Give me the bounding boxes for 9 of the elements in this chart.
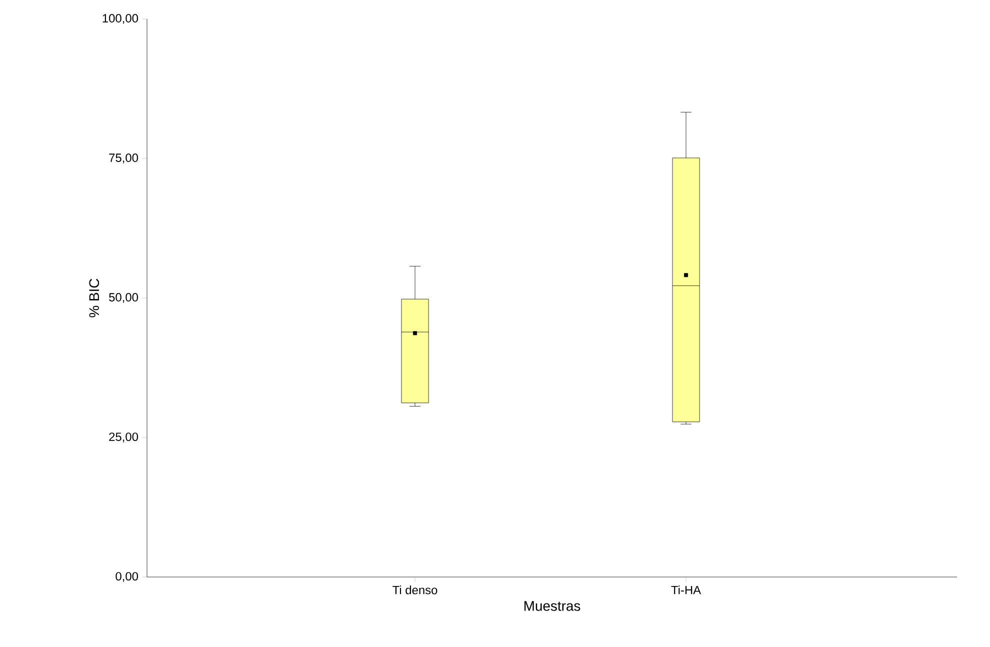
x-tick-label: Ti denso <box>392 586 438 594</box>
y-tick-label: 75,00 <box>109 154 138 164</box>
y-tick-label: 50,00 <box>109 293 138 303</box>
x-axis-title: Muestras <box>524 601 580 611</box>
y-axis-title: % BIC <box>89 278 100 318</box>
y-tick-label: 100,00 <box>102 14 138 24</box>
x-tick-label: Ti-HA <box>671 586 702 594</box>
y-tick-label: 0,00 <box>116 572 138 582</box>
y-tick-label: 25,00 <box>109 432 138 442</box>
